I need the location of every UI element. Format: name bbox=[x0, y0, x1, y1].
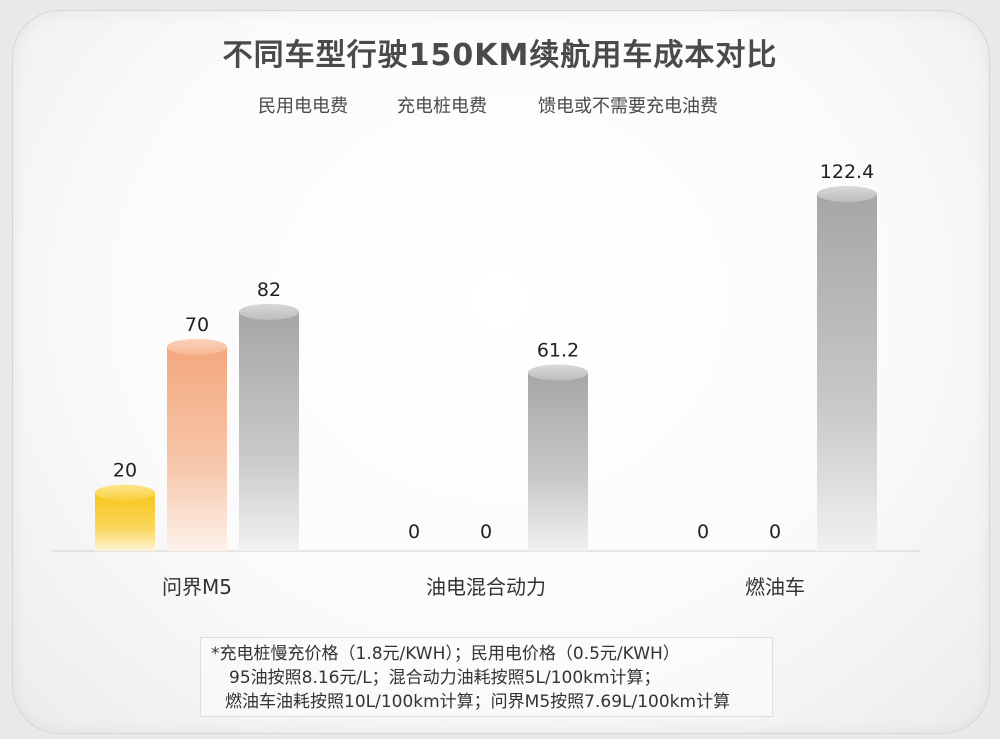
bar bbox=[528, 372, 588, 551]
footnote-line-2: 95油按照8.16元/L；混合动力油耗按照5L/100km计算； bbox=[229, 668, 661, 688]
legend-item-residential-power: 民用电电费 bbox=[258, 96, 348, 117]
data-label: 20 bbox=[113, 460, 137, 482]
bar-cap bbox=[817, 186, 877, 202]
bar bbox=[95, 492, 155, 551]
bar-cap bbox=[95, 484, 155, 501]
data-label: 122.4 bbox=[820, 161, 874, 183]
category-label: 燃油车 bbox=[745, 575, 805, 599]
footnote-line-1: *充电桩慢充价格（1.8元/KWH）；民用电价格（0.5元/KWH） bbox=[211, 644, 680, 664]
data-label: 82 bbox=[257, 279, 281, 301]
footnote-line-3: 燃油车油耗按照10L/100km计算；问界M5按照7.69L/100km计算 bbox=[225, 692, 731, 712]
category-label: 油电混合动力 bbox=[426, 575, 546, 599]
bar-cap bbox=[167, 338, 227, 355]
data-label: 61.2 bbox=[537, 340, 579, 362]
bar bbox=[167, 346, 227, 551]
data-label: 0 bbox=[769, 521, 781, 543]
data-label: 0 bbox=[480, 521, 492, 543]
legend-item-charging-pile: 充电桩电费 bbox=[397, 96, 487, 117]
data-label: 70 bbox=[185, 314, 209, 336]
chart-title: 不同车型行驶150KM续航用车成本对比 bbox=[222, 38, 778, 73]
category-label: 问界M5 bbox=[162, 575, 232, 599]
bar-cap bbox=[528, 364, 588, 381]
legend: 民用电电费 充电桩电费 馈电或不需要充电油费 bbox=[0, 92, 1000, 118]
data-label: 0 bbox=[408, 521, 420, 543]
bar bbox=[817, 194, 877, 551]
bar-cap bbox=[239, 303, 299, 320]
data-label: 0 bbox=[697, 521, 709, 543]
footnote: *充电桩慢充价格（1.8元/KWH）；民用电价格（0.5元/KWH） 95油按照… bbox=[200, 637, 773, 717]
bar bbox=[239, 311, 299, 551]
legend-item-fuel-cost: 馈电或不需要充电油费 bbox=[538, 96, 718, 117]
